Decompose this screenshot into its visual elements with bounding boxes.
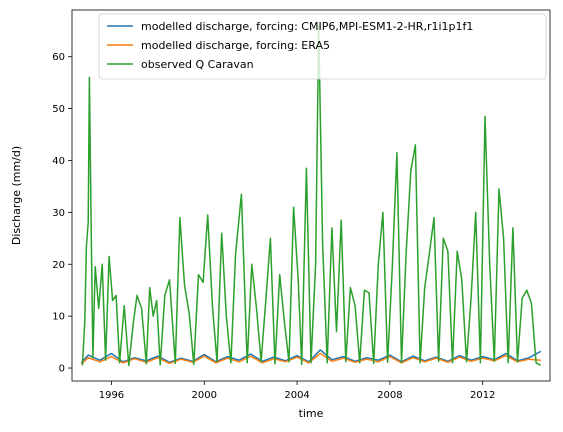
legend-label: modelled discharge, forcing: ERA5: [141, 39, 330, 52]
legend: modelled discharge, forcing: CMIP6,MPI-E…: [98, 13, 547, 80]
y-axis-label: Discharge (mm/d): [10, 146, 23, 245]
y-tick-label: 40: [52, 156, 65, 167]
series-line-2: [80, 352, 541, 365]
y-tick-label: 60: [52, 52, 65, 63]
plot-frame: [71, 9, 551, 382]
plot-lines: [80, 24, 542, 367]
series-line-3: [81, 24, 542, 367]
y-axis-ticks: 0 10 20 30 40 50 60: [52, 52, 72, 375]
x-tick-label: 2012: [470, 390, 495, 401]
legend-box: [98, 13, 547, 80]
x-tick-label: 1996: [99, 390, 124, 401]
x-axis-ticks: 1996 2000 2004 2008 2012: [99, 381, 495, 401]
x-tick-label: 2000: [192, 390, 217, 401]
legend-label: modelled discharge, forcing: CMIP6,MPI-E…: [141, 20, 473, 33]
x-tick-label: 2008: [377, 390, 402, 401]
y-tick-label: 20: [52, 260, 65, 271]
y-tick-label: 50: [52, 104, 65, 115]
y-tick-label: 10: [52, 312, 65, 323]
y-tick-label: 0: [59, 364, 65, 375]
y-tick-label: 30: [52, 208, 65, 219]
series-line-1: [80, 349, 542, 364]
x-tick-label: 2004: [284, 390, 309, 401]
legend-label: observed Q Caravan: [141, 58, 254, 71]
x-axis-label: time: [299, 407, 324, 420]
